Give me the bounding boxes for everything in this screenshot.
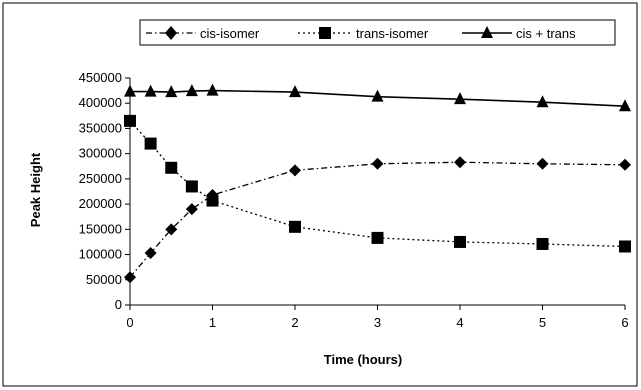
series-layer: [124, 83, 631, 284]
x-tick-label: 5: [539, 315, 546, 330]
data-point-cis-trans: [165, 85, 178, 98]
y-tick-label: 50000: [86, 272, 122, 287]
y-tick-label: 350000: [79, 120, 122, 135]
data-point-trans-isomer: [185, 180, 198, 193]
data-point-trans-isomer: [454, 235, 466, 248]
x-tick-label: 6: [621, 315, 628, 330]
data-point-cis-trans: [536, 95, 549, 108]
data-point-cis-trans: [144, 84, 157, 97]
data-point-cis-isomer: [185, 203, 198, 216]
data-point-trans-isomer: [619, 240, 631, 253]
x-tick-label: 1: [209, 315, 216, 330]
x-tick-label: 3: [374, 315, 381, 330]
data-point-cis-trans: [124, 84, 136, 97]
y-tick-label: 450000: [79, 70, 122, 85]
legend-box: [139, 19, 616, 46]
data-point-cis-trans: [371, 89, 384, 102]
legend-marker-sum: [481, 26, 493, 38]
legend-label-trans: trans-isomer: [356, 26, 429, 41]
data-point-cis-isomer: [536, 157, 549, 170]
data-point-cis-trans: [454, 92, 466, 105]
data-point-cis-trans: [185, 84, 198, 97]
data-point-cis-isomer: [165, 223, 178, 236]
y-tick-label: 200000: [79, 196, 122, 211]
data-point-cis-isomer: [124, 271, 136, 284]
legend-label-cis: cis-isomer: [200, 26, 260, 41]
data-point-trans-isomer: [144, 137, 157, 150]
series-line-cis-isomer: [129, 161, 626, 278]
legend-label-sum: cis + trans: [516, 26, 576, 41]
legend-marker-cis: [165, 26, 177, 40]
y-axis-title: Peak Height: [28, 152, 43, 227]
y-tick-label: 250000: [79, 171, 122, 186]
data-point-cis-isomer: [619, 158, 631, 171]
x-tick-label: 0: [126, 315, 133, 330]
data-point-cis-trans: [206, 83, 219, 96]
y-tick-label: 100000: [79, 247, 122, 262]
data-point-trans-isomer: [371, 231, 384, 244]
legend: cis-isomer trans-isomer cis + trans: [139, 19, 616, 46]
y-tick-label: 300000: [79, 146, 122, 161]
x-axis-title: Time (hours): [324, 352, 403, 367]
data-point-trans-isomer: [165, 161, 178, 174]
legend-marker-trans: [319, 27, 331, 39]
y-tick-label: 150000: [79, 221, 122, 236]
x-tick-label: 2: [291, 315, 298, 330]
data-point-cis-isomer: [454, 156, 466, 169]
data-point-cis-isomer: [144, 247, 157, 260]
y-tick-label: 400000: [79, 95, 122, 110]
data-point-cis-isomer: [289, 164, 301, 177]
x-tick-label: 4: [456, 315, 463, 330]
data-point-trans-isomer: [289, 220, 301, 233]
data-point-cis-isomer: [371, 157, 384, 170]
series-line-trans-isomer: [129, 120, 626, 248]
data-point-trans-isomer: [536, 237, 549, 250]
data-point-trans-isomer: [124, 114, 136, 127]
data-point-cis-trans: [289, 85, 301, 98]
y-tick-label: 0: [115, 297, 122, 312]
data-point-trans-isomer: [206, 194, 219, 207]
data-point-cis-trans: [619, 99, 631, 112]
series-line-cis-trans: [130, 89, 626, 107]
chart-border: [2, 2, 638, 387]
